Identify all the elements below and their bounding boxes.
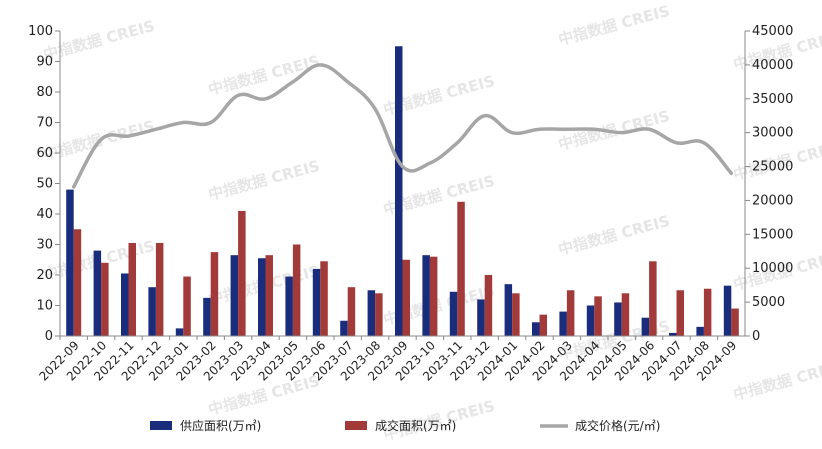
deal-area-bar [429,256,438,336]
price-line-layer [71,63,734,189]
right-tick-label: 30000 [752,126,793,141]
supply-area-bar [669,332,677,336]
deal-area-bar [676,290,684,336]
deal-area-bar [539,314,547,336]
supply-area-bar [449,291,458,336]
deal-area-bar [238,210,246,336]
right-y-axis: 0 5000 10000 15000 20000 25000 30000 35000 40000… [744,24,793,344]
legend-label-supply: 供应面积(万㎡) [180,418,261,433]
supply-area-bar [641,317,650,336]
deal-area-bar [457,201,465,336]
supply-area-bar [586,305,595,336]
supply-area-bar [477,299,485,336]
x-axis: 2022-092022-102022-112022-122023-012023-… [36,335,745,384]
right-tick-label: 10000 [752,261,793,276]
deal-area-bar [375,293,383,336]
left-tick-label: 60 [36,146,53,161]
deal-area-bar [292,244,301,336]
supply-area-bar [203,297,211,336]
right-tick-label: 25000 [752,160,793,175]
supply-area-bar [121,273,129,336]
supply-area-bar [66,189,74,336]
supply-area-bar [559,311,567,336]
deal-area-bar [512,293,520,336]
deal-area-bar [703,288,712,336]
watermark-text: 中指数据 CREIS [206,52,321,99]
deal-area-bar [265,255,273,336]
supply-area-bar [504,284,513,336]
supply-area-bar [422,255,430,336]
legend-label-deal: 成交面积(万㎡) [375,418,456,433]
legend-label-price: 成交价格(元/㎡) [575,418,660,433]
watermark-text: 中指数据 CREIS [556,2,671,49]
left-tick-label: 80 [36,85,53,100]
right-tick-label: 40000 [752,58,793,73]
deal-area-bar [210,252,219,336]
left-tick-label: 90 [36,55,53,70]
supply-area-bar [258,258,266,336]
legend-swatch-deal [345,421,367,430]
supply-area-bar [532,322,540,336]
left-tick-label: 30 [36,238,53,253]
left-tick-label: 50 [36,177,53,192]
watermark-text: 中指数据 CREIS [556,212,671,259]
deal-area-bar [731,308,739,336]
right-tick-label: 0 [752,329,760,344]
legend-swatch-supply [150,421,172,430]
supply-area-bar [367,290,376,336]
left-tick-label: 0 [45,329,53,344]
supply-area-bar [93,250,102,336]
supply-area-bar [696,326,704,336]
supply-area-bar [230,255,239,336]
deal-area-bar [621,293,630,336]
left-tick-label: 40 [36,207,53,222]
right-tick-label: 35000 [752,92,793,107]
left-tick-label: 20 [36,268,53,283]
deal-area-bar [594,296,602,336]
supply-area-bar [285,276,293,336]
supply-area-bar [175,328,184,336]
bars-layer [66,46,739,336]
deal-area-bar [484,275,493,336]
deal-area-bar [402,259,410,336]
supply-area-bar [312,268,321,336]
watermark-text: 中指数据 CREIS [41,17,156,64]
deal-area-bar [649,261,657,336]
deal-area-bar [128,242,136,336]
supply-area-bar [395,46,403,336]
right-tick-label: 20000 [752,193,793,208]
deal-area-bar [101,262,109,336]
right-tick-label: 5000 [752,295,785,310]
deal-area-bar [347,287,356,336]
watermark-text: 中指数据 CREIS [206,157,321,204]
legend: 供应面积(万㎡) 成交面积(万㎡) 成交价格(元/㎡) [150,418,660,433]
left-tick-label: 70 [36,116,53,131]
right-tick-label: 15000 [752,227,793,242]
deal-area-bar [566,290,575,336]
supply-area-bar [148,287,156,336]
watermark-text: 中指数据 CREIS [731,357,822,404]
deal-area-bar [73,229,82,336]
left-y-axis: 0 10 20 30 40 50 60 70 80 90 100 [28,24,61,344]
left-tick-label: 100 [28,24,53,39]
deal-area-bar [183,276,191,336]
supply-area-bar [723,285,732,336]
supply-area-bar [340,320,348,336]
right-tick-label: 45000 [752,24,793,39]
deal-area-bar [155,242,164,336]
supply-area-bar [614,302,622,336]
deal-area-bar [320,261,328,336]
left-tick-label: 10 [36,299,53,314]
